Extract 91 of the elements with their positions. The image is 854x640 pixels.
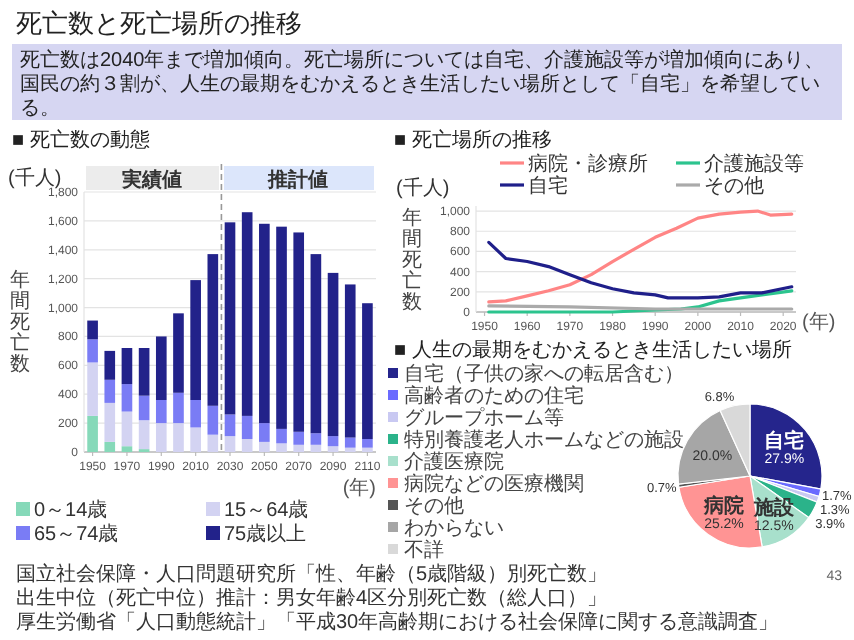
bar	[138, 348, 150, 396]
bar	[362, 303, 373, 439]
bar	[327, 272, 339, 437]
legend-label: 自宅	[528, 174, 568, 198]
bar	[121, 348, 133, 385]
bar	[87, 339, 98, 363]
bar	[190, 427, 201, 452]
bar	[155, 423, 167, 452]
legend-label: 75歳以上	[224, 522, 307, 546]
legend-label: 特別養護老人ホームなどの施設	[404, 428, 684, 452]
chart-title: ■ 人生の最期をむかえるとき生活したい場所	[394, 338, 792, 362]
bar	[121, 384, 133, 412]
legend-label: グループホーム等	[404, 406, 564, 430]
text: 死亡数は2040年まで増加傾向。死亡場所については自宅、介護施設等が増加傾向にあり、国民の約３割が、人生の最期をむかえるとき生活したい場所として「自宅」を希望している。	[20, 48, 825, 120]
legend-label: 65～74歳	[34, 522, 119, 546]
y-axis-title: 年間死亡数	[10, 268, 30, 376]
bar	[276, 428, 287, 444]
text: 国立社会保障・人口問題研究所「性、年齢（5歳階級）別死亡数」	[16, 562, 608, 586]
bar	[155, 400, 167, 424]
bar	[293, 232, 305, 432]
text: 推計値	[266, 168, 328, 192]
bar	[104, 350, 116, 380]
legend-label: その他	[704, 174, 764, 198]
bar	[121, 411, 133, 447]
bar	[241, 439, 253, 452]
bar	[190, 400, 201, 428]
text: 実績値	[120, 168, 182, 192]
bar	[310, 433, 322, 445]
bar	[104, 379, 116, 403]
legend-label: 介護施設等	[704, 152, 804, 176]
bar	[173, 423, 184, 452]
bar	[327, 436, 339, 447]
legend-label: 高齢者のための住宅	[404, 384, 584, 408]
legend-label: 15～64歳	[224, 498, 309, 522]
chart-title: ■ 死亡場所の推移	[394, 128, 552, 152]
x-axis-title: (年)	[342, 476, 376, 500]
bar	[207, 434, 219, 452]
bar	[173, 392, 184, 424]
bar	[173, 313, 184, 393]
text: 出生中位（死亡中位）推計：男女年齢4区分別死亡数（総人口）」	[16, 586, 608, 610]
legend-label: 不詳	[404, 538, 444, 562]
bar	[310, 444, 322, 452]
bar	[344, 284, 356, 438]
legend-label: 病院などの医療機関	[404, 472, 584, 496]
bar	[207, 254, 219, 406]
line-series	[487, 240, 794, 300]
bar	[293, 431, 305, 445]
bar	[121, 446, 133, 452]
text: 死亡数と死亡場所の推移	[16, 8, 302, 38]
chart-title: ■ 死亡数の動態	[12, 128, 150, 152]
bar	[344, 437, 356, 448]
text: (千人)	[8, 166, 62, 190]
y-axis-title: 年間死亡数	[402, 206, 422, 314]
line-series	[487, 209, 794, 304]
bar	[87, 362, 98, 416]
text: 病院	[703, 496, 744, 519]
bar	[293, 444, 305, 452]
bar	[190, 280, 201, 400]
bar	[138, 395, 150, 421]
x-axis-title: (年)	[802, 310, 836, 334]
bar	[241, 212, 253, 416]
bar	[241, 415, 253, 439]
text: 厚生労働省「人口動態統計」「平成30年高齢期における社会保障に関する意識調査」	[16, 610, 779, 634]
bar	[224, 222, 236, 415]
bar	[87, 320, 98, 340]
bar	[104, 441, 116, 452]
legend-label: わからない	[404, 518, 504, 540]
bar	[259, 223, 270, 424]
bar	[87, 415, 98, 452]
bar	[224, 436, 236, 452]
bar	[276, 443, 287, 452]
bar	[224, 414, 236, 437]
legend-label: 自宅（子供の家への転居含む）	[404, 362, 684, 386]
bar	[207, 405, 219, 435]
bar	[138, 420, 150, 450]
bar	[276, 226, 287, 429]
legend-label: 病院・診療所	[528, 152, 648, 176]
line-series	[487, 289, 794, 314]
text: 自宅	[764, 431, 805, 454]
bar	[155, 336, 167, 400]
bar	[362, 439, 373, 448]
bar	[259, 423, 270, 442]
bar	[259, 441, 270, 452]
bar	[310, 254, 322, 434]
text: 施設	[753, 497, 794, 520]
legend-label: 介護医療院	[404, 450, 504, 474]
bar	[327, 446, 339, 452]
text: (千人)	[396, 176, 450, 200]
bar	[104, 402, 116, 442]
legend-label: 0～14歳	[34, 498, 108, 522]
legend-label: その他	[404, 494, 464, 518]
